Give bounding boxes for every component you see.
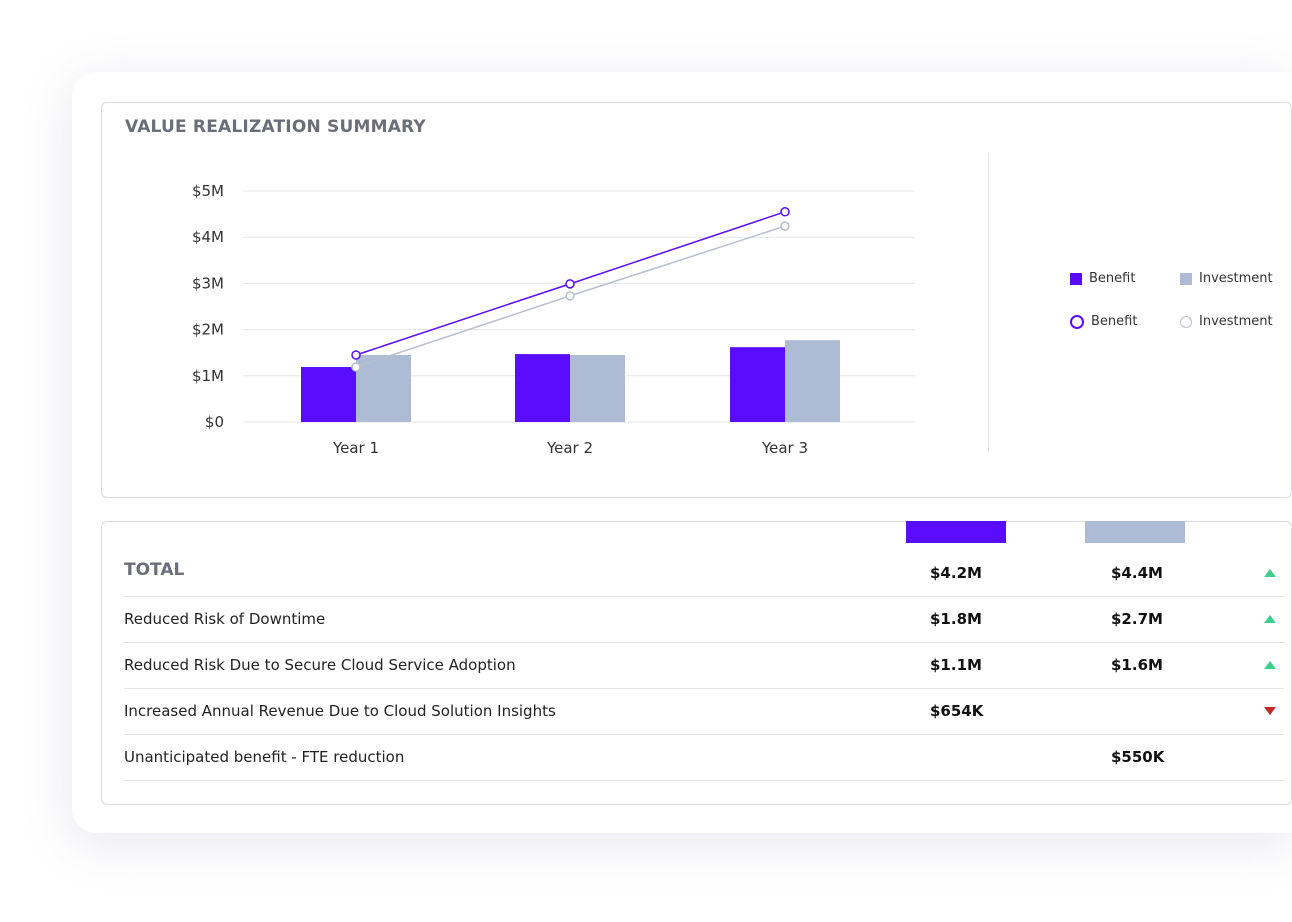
point-investment: [565, 291, 575, 301]
point-benefit: [780, 207, 790, 217]
legend-investment-line[interactable]: Investment: [1180, 314, 1273, 329]
row-label: Increased Annual Revenue Due to Cloud So…: [124, 702, 556, 720]
y-tick-label: $3M: [192, 274, 224, 292]
value-realization-panel: VALUE REALIZATION SUMMARY $0 $1M $2M $3M $4M…: [101, 102, 1292, 498]
y-tick-label: $0: [205, 413, 224, 431]
row-label: Unanticipated benefit - FTE reduction: [124, 748, 405, 766]
trend-up-icon: [1264, 661, 1276, 669]
bar-investment: [570, 355, 625, 422]
benefit-column-header-bar: [906, 521, 1006, 543]
y-tick-label: $2M: [192, 321, 224, 339]
total-row: TOTAL $4.2M $4.4M: [124, 550, 1284, 597]
panel-title: VALUE REALIZATION SUMMARY: [125, 117, 426, 137]
legend-label: Benefit: [1091, 314, 1138, 329]
value-chart: $0 $1M $2M $3M $4M $5M Year 1 Year 2 Year 3: [192, 182, 915, 457]
bar-benefit: [515, 354, 570, 422]
legend-investment-bar[interactable]: Investment: [1180, 271, 1273, 286]
x-tick-label: Year 3: [761, 439, 808, 457]
row-label: Reduced Risk Due to Secure Cloud Service…: [124, 656, 516, 674]
circle-marker-icon: [1180, 315, 1192, 328]
row-benefit: $1.8M: [930, 610, 982, 628]
divider: [988, 153, 989, 451]
table-row: Unanticipated benefit - FTE reduction $5…: [124, 734, 1284, 781]
y-tick-label: $1M: [192, 367, 224, 385]
total-benefit: $4.2M: [930, 564, 982, 582]
total-label: TOTAL: [124, 560, 185, 580]
point-investment: [780, 221, 790, 231]
square-swatch-icon: [1180, 272, 1192, 285]
row-investment: $1.6M: [1111, 656, 1163, 674]
y-tick-label: $5M: [192, 182, 224, 200]
legend-benefit-bar[interactable]: Benefit: [1070, 271, 1135, 286]
row-benefit: $1.1M: [930, 656, 982, 674]
trend-up-icon: [1264, 569, 1276, 577]
row-benefit: $654K: [930, 702, 984, 720]
table-row: Reduced Risk Due to Secure Cloud Service…: [124, 642, 1284, 689]
row-investment: $550K: [1111, 748, 1165, 766]
table-row: Increased Annual Revenue Due to Cloud So…: [124, 688, 1284, 735]
x-tick-label: Year 1: [332, 439, 379, 457]
legend-label: Investment: [1199, 314, 1273, 329]
legend-benefit-line[interactable]: Benefit: [1070, 314, 1137, 329]
bar-benefit: [730, 347, 785, 422]
trend-down-icon: [1264, 707, 1276, 715]
legend-label: Investment: [1199, 271, 1273, 286]
circle-marker-icon: [1070, 314, 1084, 329]
x-tick-label: Year 2: [546, 439, 593, 457]
bar-investment: [785, 340, 840, 422]
row-investment: $2.7M: [1111, 610, 1163, 628]
table-row: Reduced Risk of Downtime $1.8M $2.7M: [124, 596, 1284, 643]
point-benefit: [565, 279, 575, 289]
total-investment: $4.4M: [1111, 564, 1163, 582]
bar-investment: [356, 355, 411, 422]
point-investment: [351, 362, 361, 372]
trend-up-icon: [1264, 615, 1276, 623]
row-label: Reduced Risk of Downtime: [124, 610, 326, 628]
legend-label: Benefit: [1089, 271, 1136, 286]
point-benefit: [351, 350, 361, 360]
summary-table-panel: TOTAL $4.2M $4.4M Reduced Risk of Downti…: [101, 521, 1292, 805]
bar-benefit: [301, 367, 356, 422]
investment-column-header-bar: [1085, 521, 1185, 543]
y-tick-label: $4M: [192, 228, 224, 246]
square-swatch-icon: [1070, 272, 1082, 285]
